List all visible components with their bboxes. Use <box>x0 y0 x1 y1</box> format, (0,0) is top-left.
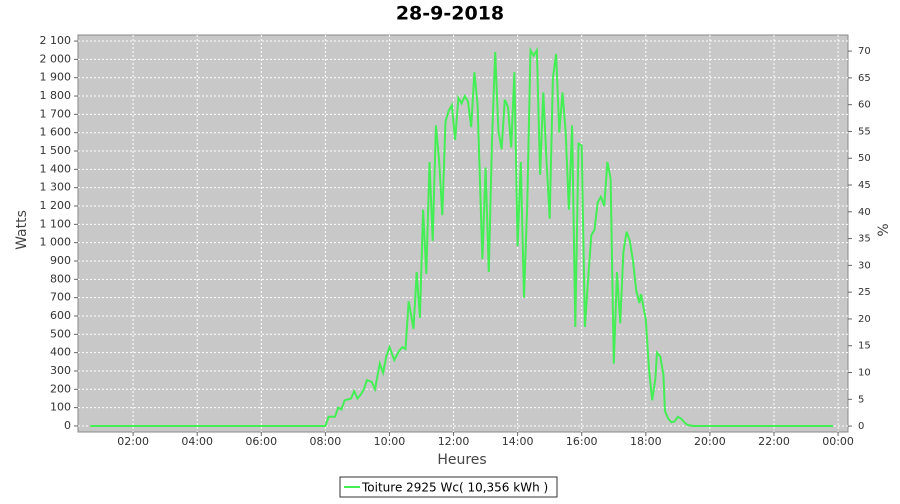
y2-tick-label: 0 <box>858 421 864 432</box>
y2-tick-label: 65 <box>858 73 871 84</box>
y-tick-label: 1 400 <box>40 162 72 175</box>
y2-tick-label: 35 <box>858 234 871 245</box>
x-axis-title: Heures <box>437 452 486 468</box>
y-tick-label: 1 100 <box>40 217 72 230</box>
y2-tick-label: 25 <box>858 287 871 298</box>
y2-tick-label: 20 <box>858 314 871 325</box>
y2-tick-label: 60 <box>858 100 871 111</box>
y-tick-label: 500 <box>50 327 71 340</box>
x-tick-label: 00:00 <box>822 435 854 448</box>
legend <box>339 476 558 498</box>
y-tick-label: 800 <box>50 272 71 285</box>
y-tick-label: 100 <box>50 401 71 414</box>
y2-tick-label: 5 <box>858 394 864 405</box>
y2-tick-label: 50 <box>858 153 871 164</box>
line-series <box>90 46 833 427</box>
y-tick-label: 1 500 <box>40 144 72 157</box>
y-tick-label: 1 000 <box>40 236 72 249</box>
legend-label: Toiture 2925 Wc( 10,356 kWh ) <box>361 481 548 495</box>
y-tick-label: 1 800 <box>40 89 72 102</box>
x-tick-label: 06:00 <box>245 435 277 448</box>
y-tick-label: 200 <box>50 382 71 395</box>
x-tick-label: 16:00 <box>566 435 598 448</box>
y-tick-label: 0 <box>64 419 71 432</box>
plot-area <box>77 34 849 433</box>
y2-tick-label: 15 <box>858 341 871 352</box>
y2-axis-title: % <box>876 223 892 236</box>
y2-tick-label: 45 <box>858 180 871 191</box>
y-tick-label: 900 <box>50 254 71 267</box>
x-tick-label: 10:00 <box>374 435 406 448</box>
x-tick-label: 22:00 <box>758 435 790 448</box>
y-tick-label: 1 300 <box>40 181 72 194</box>
y-tick-label: 600 <box>50 309 71 322</box>
y-tick-label: 300 <box>50 364 71 377</box>
y-tick-label: 1 700 <box>40 107 72 120</box>
y-tick-label: 2 000 <box>40 52 72 65</box>
y-tick-label: 700 <box>50 291 71 304</box>
y2-tick-label: 10 <box>858 368 871 379</box>
y2-tick-label: 40 <box>858 207 871 218</box>
x-tick-label: 02:00 <box>117 435 149 448</box>
y-tick-label: 1 600 <box>40 126 72 139</box>
x-tick-label: 18:00 <box>630 435 662 448</box>
y-tick-label: 2 100 <box>40 34 72 47</box>
x-tick-label: 12:00 <box>438 435 470 448</box>
x-tick-label: 04:00 <box>181 435 213 448</box>
x-tick-label: 08:00 <box>310 435 342 448</box>
y-tick-label: 1 900 <box>40 71 72 84</box>
y-axis-title: Watts <box>14 210 30 250</box>
y-tick-label: 1 200 <box>40 199 72 212</box>
y2-tick-label: 70 <box>858 46 871 57</box>
y2-tick-label: 30 <box>858 260 871 271</box>
y2-tick-label: 55 <box>858 126 871 137</box>
chart-title: 28-9-2018 <box>396 3 504 25</box>
x-tick-label: 14:00 <box>502 435 534 448</box>
y-tick-label: 400 <box>50 346 71 359</box>
x-tick-label: 20:00 <box>694 435 726 448</box>
